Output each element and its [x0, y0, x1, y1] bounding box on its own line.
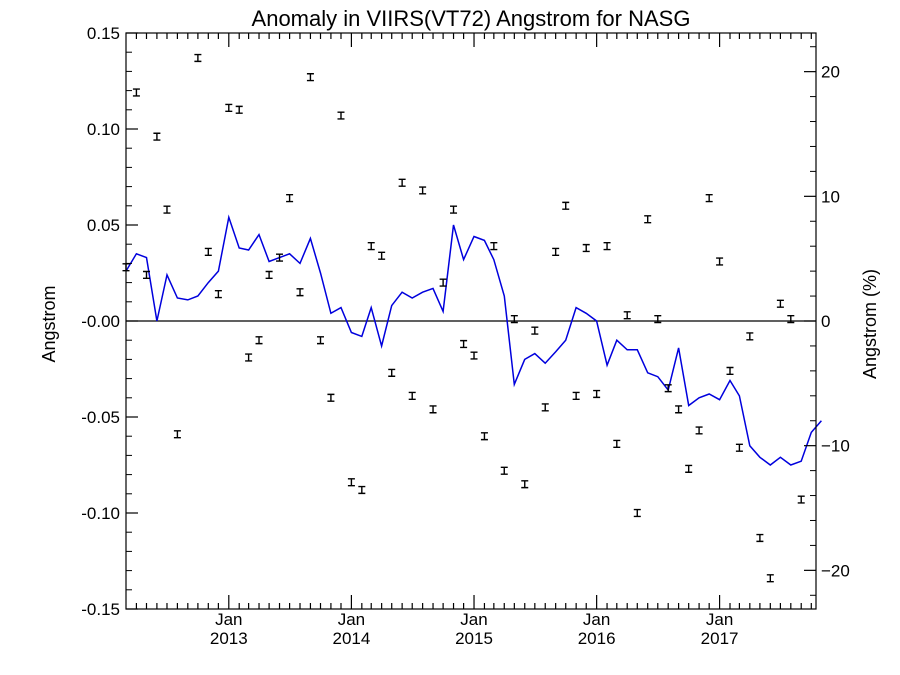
x-tick-label-year: 2015	[455, 629, 493, 648]
data-point-26	[388, 368, 396, 377]
x-tick-label-month: Jan	[460, 610, 487, 629]
data-point-64	[776, 299, 784, 308]
data-point-57	[705, 194, 713, 203]
data-point-51	[644, 215, 652, 224]
data-point-32	[450, 205, 458, 214]
x-tick-label-year: 2014	[332, 629, 370, 648]
y-right-tick-label: −20	[821, 561, 850, 580]
data-point-34	[470, 351, 478, 360]
data-point-37	[500, 466, 508, 475]
data-point-40	[531, 326, 539, 335]
x-tick-label-year: 2016	[578, 629, 616, 648]
data-point-3	[142, 270, 150, 280]
x-tick-label-month: Jan	[338, 610, 365, 629]
data-point-41	[541, 403, 549, 412]
y-tick-label: 0.05	[87, 216, 120, 235]
data-point-31	[439, 278, 447, 287]
y-axis-label-right: Angstrom (%)	[860, 269, 880, 379]
data-point-54	[675, 405, 683, 414]
data-point-11	[235, 105, 243, 114]
data-point-36	[490, 242, 498, 251]
data-point-39	[521, 480, 529, 489]
data-point-52	[654, 314, 662, 324]
data-point-59	[726, 366, 734, 376]
axes: 0.15 0.10 0.05 -0.00 -0.05 -0.10 -0.15 20 10 0 −10…	[81, 24, 850, 648]
data-point-29	[419, 186, 427, 195]
data-point-48	[613, 439, 621, 448]
data-point-6	[173, 430, 181, 439]
data-point-16	[286, 194, 294, 203]
data-point-56	[695, 426, 703, 435]
data-point-46	[593, 389, 601, 399]
x-tick-label-month: Jan	[215, 610, 242, 629]
data-point-15	[276, 253, 284, 262]
data-point-19	[317, 336, 325, 345]
data-point-17	[296, 288, 304, 297]
data-point-66	[797, 495, 805, 504]
data-point-12	[245, 353, 253, 362]
y-tick-label: 0.15	[87, 24, 120, 43]
data-point-43	[562, 201, 570, 210]
y-right-tick-label: 0	[821, 312, 830, 331]
data-point-61	[746, 332, 754, 341]
chart-title: Anomaly in VIIRS(VT72) Angstrom for NASG	[252, 6, 691, 31]
data-point-63	[766, 574, 774, 583]
plot-area	[122, 53, 822, 583]
data-point-8	[204, 247, 212, 256]
y-tick-label: -0.10	[81, 504, 120, 523]
data-point-28	[408, 391, 416, 400]
y-right-tick-label: 20	[821, 63, 840, 82]
data-point-50	[633, 508, 641, 518]
data-point-21	[337, 111, 345, 120]
x-tick-label-year: 2013	[210, 629, 248, 648]
data-point-45	[582, 243, 590, 253]
y-axis-label: Angstrom	[39, 285, 59, 362]
data-point-20	[327, 393, 335, 402]
data-point-9	[214, 290, 222, 299]
data-point-53	[664, 384, 672, 393]
y-tick-label: -0.05	[81, 408, 120, 427]
data-point-2	[132, 88, 140, 97]
data-point-65	[787, 314, 795, 324]
data-point-10	[225, 103, 233, 112]
data-point-38	[510, 314, 518, 324]
data-point-25	[378, 251, 386, 260]
data-point-42	[552, 247, 560, 256]
data-point-23	[358, 485, 366, 495]
data-point-44	[572, 391, 580, 400]
data-point-7	[194, 53, 202, 63]
data-point-24	[367, 242, 375, 251]
data-point-27	[398, 178, 406, 187]
data-point-33	[460, 339, 468, 349]
data-point-35	[480, 432, 488, 441]
x-tick-label-month: Jan	[706, 610, 733, 629]
data-point-5	[163, 205, 171, 214]
data-point-4	[153, 132, 161, 141]
data-point-62	[756, 533, 764, 543]
data-point-55	[685, 464, 693, 473]
x-tick-label-year: 2017	[701, 629, 739, 648]
data-point-18	[306, 73, 314, 82]
data-point-22	[347, 478, 355, 487]
y-tick-label: -0.15	[81, 600, 120, 619]
data-point-13	[255, 336, 263, 345]
running-mean-line	[125, 214, 822, 466]
data-point-49	[623, 311, 631, 320]
data-point-58	[716, 257, 724, 266]
data-point-60	[735, 443, 743, 452]
y-right-tick-label: 10	[821, 187, 840, 206]
x-tick-label-month: Jan	[583, 610, 610, 629]
data-point-47	[603, 242, 611, 251]
y-tick-label: -0.00	[81, 312, 120, 331]
data-point-30	[429, 405, 437, 414]
y-right-tick-label: −10	[821, 437, 850, 456]
y-tick-label: 0.10	[87, 120, 120, 139]
data-point-14	[265, 270, 273, 280]
